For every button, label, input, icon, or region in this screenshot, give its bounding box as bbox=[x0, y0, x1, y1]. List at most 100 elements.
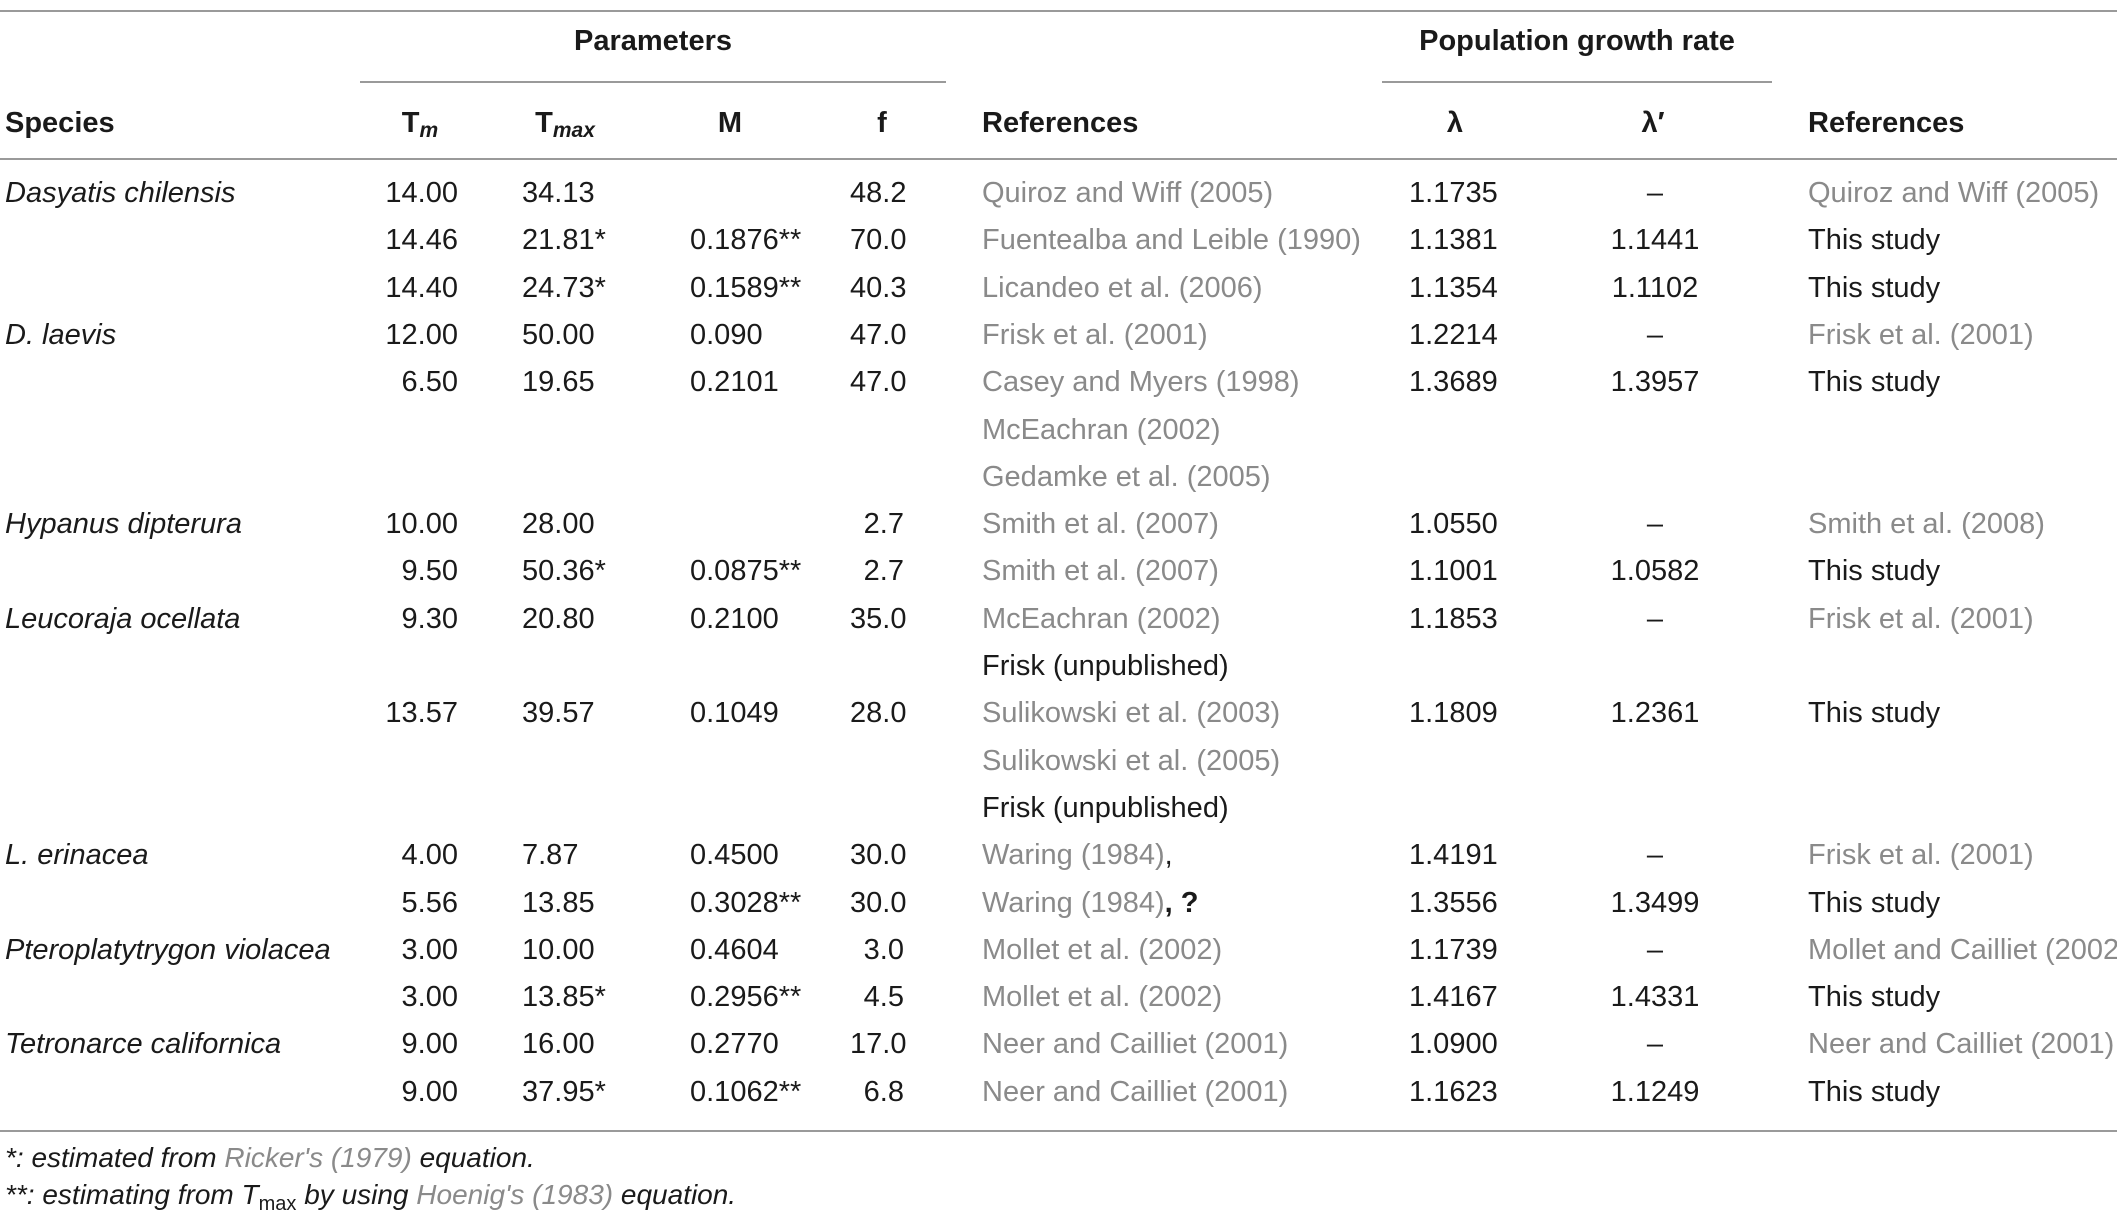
cell-reference-1[interactable]: Sulikowski et al. (2003) bbox=[982, 696, 1280, 730]
cell-reference-1-text: McEachran (2002) bbox=[982, 603, 1221, 635]
cell-reference-1-text: Gedamke et al. (2005) bbox=[982, 461, 1271, 493]
header-references-2: References bbox=[1808, 107, 1965, 139]
cell-reference-1[interactable]: Frisk et al. (2001) bbox=[982, 318, 1208, 352]
cell-lambda-text: 1.4167 bbox=[1409, 981, 1498, 1013]
cell-reference-2[interactable]: Frisk et al. (2001) bbox=[1808, 602, 2034, 636]
cell-f-text: 47.0 bbox=[850, 319, 907, 351]
cell-reference-2-text: This study bbox=[1808, 697, 1941, 729]
cell-lambda-prime-text: 1.4331 bbox=[1610, 981, 1700, 1013]
cell-reference-1[interactable]: Fuentealba and Leible (1990) bbox=[982, 223, 1361, 257]
cell-tm-text: 13.57 bbox=[385, 697, 458, 729]
parameters-underline bbox=[360, 81, 946, 83]
header-tm-sub: m bbox=[419, 119, 439, 142]
cell-reference-1[interactable]: Smith et al. (2007) bbox=[982, 507, 1219, 541]
header-tm-base: T bbox=[401, 107, 420, 139]
cell-tm: 9.00 bbox=[360, 1027, 458, 1061]
cell-tm-text: 3.00 bbox=[401, 934, 458, 966]
cell-reference-1[interactable]: Waring (1984), ? bbox=[982, 886, 1199, 920]
header-tmax: Tmax bbox=[520, 106, 610, 143]
header-f: f bbox=[877, 107, 887, 139]
cell-reference-1-text: Neer and Cailliet (2001) bbox=[982, 1028, 1289, 1060]
cell-reference-1[interactable]: McEachran (2002) bbox=[982, 413, 1221, 447]
cell-reference-2[interactable]: Smith et al. (2008) bbox=[1808, 507, 2045, 541]
cell-reference-1[interactable]: McEachran (2002) bbox=[982, 602, 1221, 636]
cell-tm: 14.46 bbox=[360, 223, 458, 257]
cell-f: 40.3 bbox=[850, 271, 906, 305]
cell-reference-1[interactable]: Casey and Myers (1998) bbox=[982, 365, 1300, 399]
cell-lambda-text: 1.4191 bbox=[1409, 839, 1498, 871]
cell-tm: 10.00 bbox=[360, 507, 458, 541]
footnote-1-link[interactable]: Ricker's (1979) bbox=[224, 1142, 412, 1173]
cell-tmax: 7.87 bbox=[522, 838, 578, 872]
cell-reference-1[interactable]: Quiroz and Wiff (2005) bbox=[982, 176, 1273, 210]
cell-f: 70.0 bbox=[850, 223, 906, 257]
cell-lambda-text: 1.0900 bbox=[1409, 1028, 1498, 1060]
header-references-1: References bbox=[982, 107, 1139, 139]
cell-m-text: 0.2101 bbox=[690, 366, 779, 398]
cell-reference-2[interactable]: Frisk et al. (2001) bbox=[1808, 838, 2034, 872]
cell-f: 30.0 bbox=[850, 886, 906, 920]
cell-m: 0.1589** bbox=[690, 271, 801, 305]
cell-lambda-prime: – bbox=[1600, 176, 1710, 210]
cell-reference-1[interactable]: Sulikowski et al. (2005) bbox=[982, 744, 1280, 778]
cell-lambda-prime: – bbox=[1600, 507, 1710, 541]
cell-reference-1[interactable]: Mollet et al. (2002) bbox=[982, 933, 1222, 967]
cell-reference-1[interactable]: Neer and Cailliet (2001) bbox=[982, 1075, 1288, 1109]
cell-m: 0.1062** bbox=[690, 1075, 801, 1109]
cell-reference-2[interactable]: Neer and Cailliet (2001) bbox=[1808, 1027, 2114, 1061]
footnote-2-prefix: **: estimating from T bbox=[5, 1179, 259, 1210]
cell-tmax-text: 34.13 bbox=[522, 177, 595, 209]
cell-reference-1[interactable]: Gedamke et al. (2005) bbox=[982, 460, 1271, 494]
cell-species-text: L. erinacea bbox=[5, 839, 149, 871]
cell-lambda-prime: 1.4331 bbox=[1600, 980, 1710, 1014]
cell-tmax-text: 13.85 bbox=[522, 887, 595, 919]
footnote-2-mid: by using bbox=[296, 1179, 417, 1210]
cell-reference-2[interactable]: Frisk et al. (2001) bbox=[1808, 318, 2034, 352]
cell-reference-1-text: Mollet et al. (2002) bbox=[982, 934, 1223, 966]
cell-tm-text: 9.00 bbox=[401, 1028, 458, 1060]
cell-reference-1[interactable]: Neer and Cailliet (2001) bbox=[982, 1027, 1288, 1061]
cell-reference-2-text: This study bbox=[1808, 887, 1941, 919]
cell-species: Tetronarce californica bbox=[5, 1027, 281, 1061]
cell-f: 6.8 bbox=[850, 1075, 904, 1109]
cell-lambda: 1.3689 bbox=[1409, 365, 1498, 399]
cell-tm-text: 9.50 bbox=[401, 555, 458, 587]
footnote-2-link[interactable]: Hoenig's (1983) bbox=[416, 1179, 614, 1210]
cell-species: Hypanus dipterura bbox=[5, 507, 242, 541]
cell-tmax: 13.85 bbox=[522, 886, 595, 920]
cell-reference-2[interactable]: Quiroz and Wiff (2005) bbox=[1808, 176, 2099, 210]
cell-reference-2-text: This study bbox=[1808, 981, 1941, 1013]
cell-reference-1[interactable]: Licandeo et al. (2006) bbox=[982, 271, 1263, 305]
cell-lambda-prime: – bbox=[1600, 1027, 1710, 1061]
cell-reference-1-text: Sulikowski et al. (2003) bbox=[982, 697, 1281, 729]
cell-reference-1[interactable]: Smith et al. (2007) bbox=[982, 554, 1219, 588]
cell-lambda-prime-text: – bbox=[1646, 603, 1664, 635]
cell-reference-2: This study bbox=[1808, 886, 1940, 920]
cell-lambda-text: 1.0550 bbox=[1409, 508, 1498, 540]
footnote-1: *: estimated from Ricker's (1979) equati… bbox=[5, 1141, 535, 1175]
cell-m-text: 0.090 bbox=[690, 319, 763, 351]
cell-tmax-text: 24.73* bbox=[522, 272, 606, 304]
header-parameters: Parameters bbox=[574, 25, 732, 57]
cell-reference-2[interactable]: Mollet and Cailliet (2002) bbox=[1808, 933, 2117, 967]
cell-f: 2.7 bbox=[850, 554, 904, 588]
cell-species-text: D. laevis bbox=[5, 319, 117, 351]
cell-lambda-prime: – bbox=[1600, 318, 1710, 352]
cell-lambda: 1.1354 bbox=[1409, 271, 1498, 305]
cell-reference-2-text: This study bbox=[1808, 366, 1941, 398]
cell-reference-1[interactable]: Mollet et al. (2002) bbox=[982, 980, 1222, 1014]
cell-reference-2-text: Mollet and Cailliet (2002) bbox=[1808, 934, 2117, 966]
cell-reference-2-text: This study bbox=[1808, 1076, 1941, 1108]
cell-reference-2-text: Quiroz and Wiff (2005) bbox=[1808, 177, 2100, 209]
cell-reference-1-text: Frisk (unpublished) bbox=[982, 792, 1229, 824]
cell-reference-2-text: This study bbox=[1808, 272, 1941, 304]
cell-tmax-text: 50.36* bbox=[522, 555, 606, 587]
cell-reference-1[interactable]: Waring (1984), bbox=[982, 838, 1173, 872]
cell-f-text: 30.0 bbox=[850, 839, 907, 871]
cell-reference-2: This study bbox=[1808, 223, 1940, 257]
cell-m: 0.4604 bbox=[690, 933, 779, 967]
cell-lambda-prime-text: – bbox=[1646, 1028, 1664, 1060]
cell-tmax: 39.57 bbox=[522, 696, 595, 730]
cell-f-text: 47.0 bbox=[850, 366, 907, 398]
cell-lambda-prime-text: 1.3957 bbox=[1610, 366, 1700, 398]
